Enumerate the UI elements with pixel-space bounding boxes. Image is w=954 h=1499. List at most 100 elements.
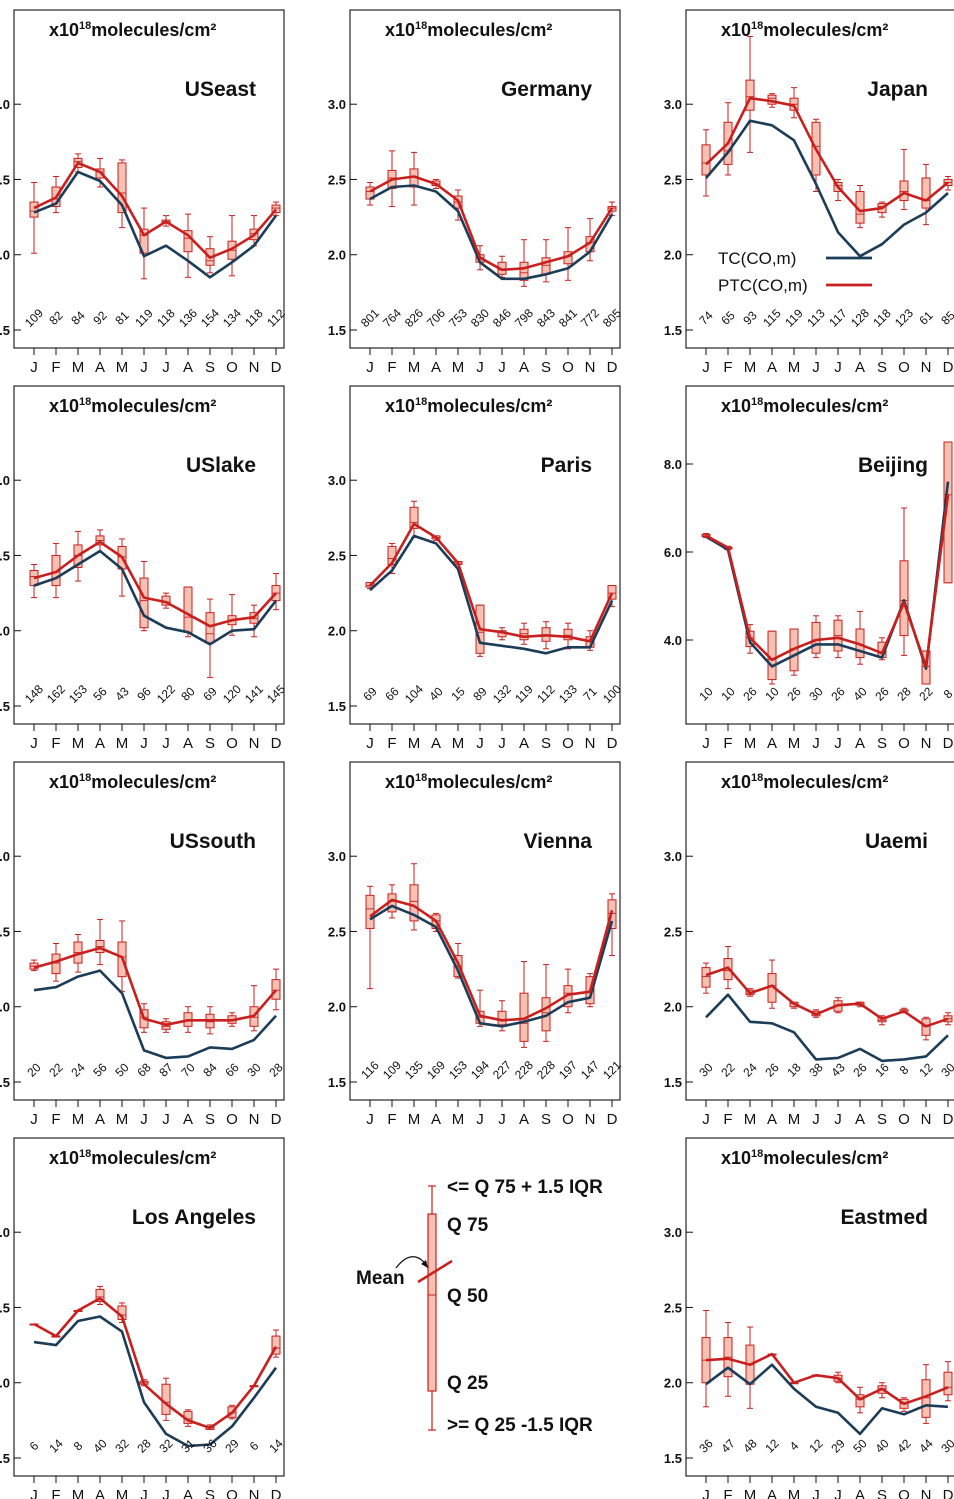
x-tick-label: M — [72, 1111, 85, 1128]
panel-data — [701, 35, 953, 258]
unit-rest: molecules/cm² — [91, 772, 216, 792]
count-label: 10 — [762, 684, 782, 704]
count-label: 154 — [198, 306, 222, 330]
x-tick-label: A — [431, 1111, 441, 1128]
count-label: 80 — [178, 684, 198, 704]
x-tick-label: O — [898, 735, 910, 752]
y-tick-label: 3.0 — [0, 97, 10, 112]
box-iqr — [899, 180, 909, 202]
count-label: 115 — [760, 306, 784, 330]
count-label: 136 — [176, 306, 200, 330]
count-label: 28 — [134, 1436, 154, 1456]
count-label: 228 — [534, 1058, 558, 1082]
count-label: 26 — [872, 684, 892, 704]
x-tick-label: S — [877, 1111, 887, 1128]
series-line-tc — [369, 184, 614, 281]
count-label: 32 — [112, 1436, 132, 1456]
count-label: 109 — [22, 306, 46, 330]
x-tick-label: S — [877, 359, 887, 376]
series-line-ptc — [705, 96, 949, 213]
count-label: 118 — [242, 306, 266, 330]
x-tick-label: M — [744, 1111, 757, 1128]
box-m-2 — [409, 863, 419, 931]
x-tick-label: D — [271, 735, 282, 752]
panel-data — [365, 863, 617, 1048]
y-tick-label: 1.5 — [0, 1451, 10, 1466]
count-label: 87 — [156, 1060, 176, 1080]
count-label: 135 — [402, 1058, 426, 1082]
panel-data — [701, 1309, 953, 1436]
series-line-ptc — [369, 898, 614, 1022]
count-label: 133 — [556, 682, 580, 706]
x-tick-label: S — [205, 359, 215, 376]
unit-base: x10 — [49, 20, 79, 40]
unit-base: x10 — [49, 1148, 79, 1168]
x-tick-label: M — [788, 1487, 801, 1499]
y-tick-label: 2.5 — [0, 1300, 10, 1315]
x-tick-label: J — [702, 735, 710, 752]
legend-label-ptc: PTC(CO,m) — [718, 276, 808, 295]
y-tick-label: 3.0 — [328, 849, 346, 864]
count-label: 28 — [894, 684, 914, 704]
count-label: 8 — [71, 1438, 86, 1453]
box-m-4 — [789, 87, 799, 119]
count-label: 846 — [490, 306, 514, 330]
x-tick-label: F — [723, 1487, 732, 1499]
unit-base: x10 — [49, 772, 79, 792]
x-tick-label: M — [116, 359, 129, 376]
x-tick-label: M — [744, 735, 757, 752]
count-label: 48 — [740, 1436, 760, 1456]
series-line-ptc — [705, 1352, 949, 1406]
count-label: 8 — [897, 1062, 912, 1077]
box-iqr — [95, 1288, 105, 1302]
box-n-10 — [921, 163, 931, 226]
box-n-10 — [249, 604, 259, 638]
box-j-0 — [365, 885, 375, 990]
count-label: 92 — [90, 308, 110, 328]
count-label: 147 — [578, 1058, 602, 1082]
x-tick-label: O — [226, 359, 238, 376]
x-tick-label: O — [562, 359, 574, 376]
station-title: Germany — [501, 78, 592, 101]
x-tick-label: N — [921, 735, 932, 752]
count-label: 50 — [850, 1436, 870, 1456]
x-tick-label: J — [702, 1487, 710, 1499]
count-label: 145 — [264, 682, 288, 706]
x-tick-label: A — [767, 735, 777, 752]
unit-label: x1018molecules/cm² — [49, 20, 216, 40]
count-label: 82 — [46, 308, 66, 328]
x-tick-label: A — [855, 1487, 865, 1499]
panel-frame — [685, 385, 954, 725]
panel-useast: x1018molecules/cm²USeast1.52.02.53.0JFMA… — [0, 9, 288, 376]
y-tick-label: 2.5 — [328, 172, 346, 187]
x-tick-label: M — [452, 359, 465, 376]
box-o-9 — [227, 594, 237, 636]
box-iqr — [29, 201, 39, 218]
unit-exponent: 18 — [79, 396, 91, 408]
x-tick-label: F — [51, 359, 60, 376]
box-j-0 — [701, 962, 711, 994]
x-tick-label: O — [898, 1111, 910, 1128]
box-m-4 — [789, 628, 799, 676]
count-label: 162 — [44, 682, 68, 706]
x-tick-label: J — [702, 359, 710, 376]
x-tick-label: M — [452, 735, 465, 752]
box-j-0 — [701, 1309, 711, 1408]
series-line-ptc — [705, 494, 950, 668]
x-tick-label: O — [898, 1487, 910, 1499]
panel-data — [29, 153, 281, 280]
box-n-10 — [249, 985, 259, 1032]
x-tick-label: D — [943, 1111, 954, 1128]
x-tick-label: N — [249, 1487, 260, 1499]
panel-frame — [685, 9, 954, 349]
x-tick-label: O — [898, 359, 910, 376]
count-label: 841 — [556, 306, 580, 330]
panel-data — [29, 529, 281, 678]
count-label: 61 — [916, 308, 936, 328]
unit-exponent: 18 — [79, 772, 91, 784]
x-tick-label: M — [116, 735, 129, 752]
series-line-ptc — [369, 175, 614, 272]
y-tick-label: 3.0 — [328, 473, 346, 488]
count-label: 38 — [806, 1060, 826, 1080]
count-label: 40 — [850, 684, 870, 704]
